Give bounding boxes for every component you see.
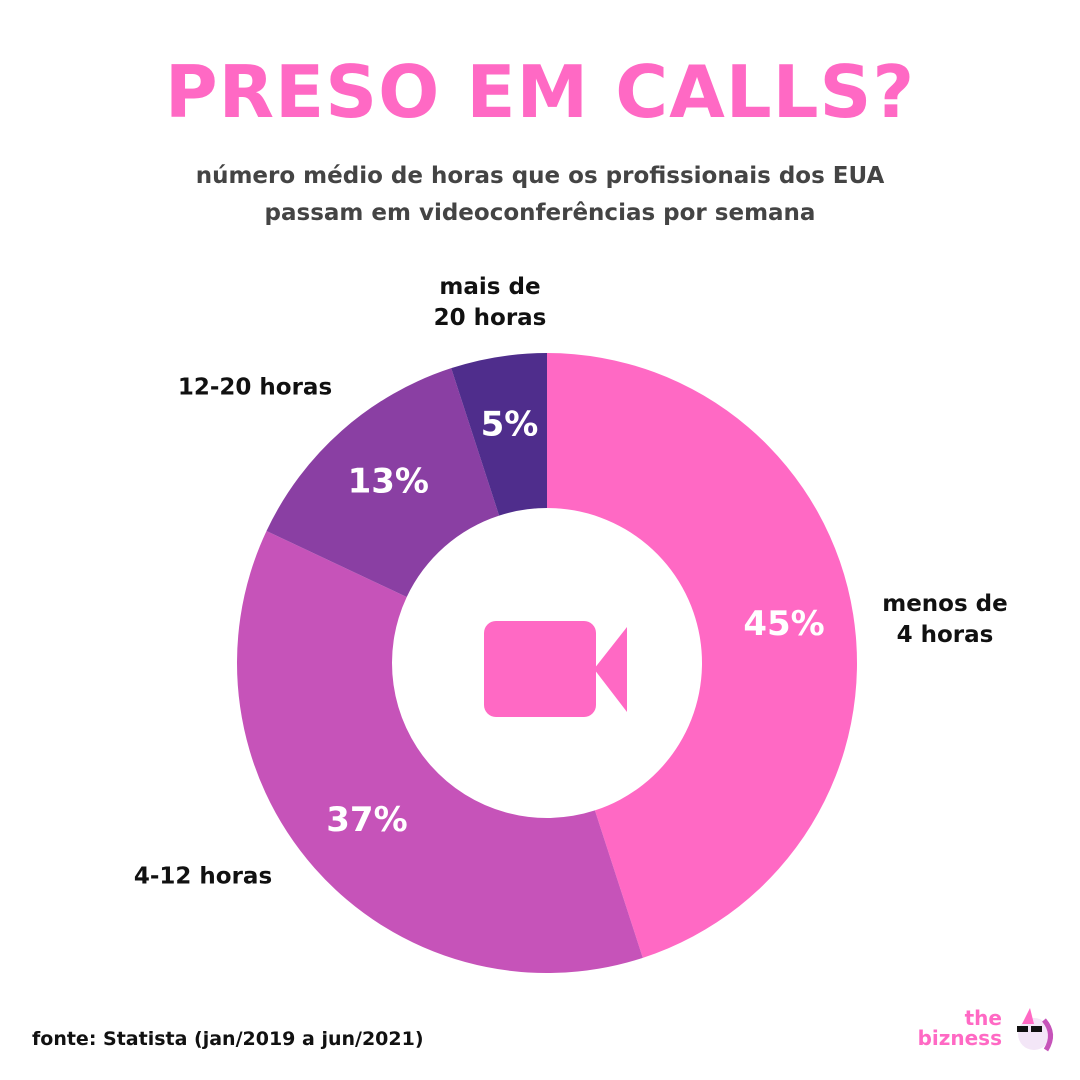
category-label: mais de 20 horas [433, 274, 547, 331]
logo-text: the [964, 1006, 1002, 1030]
logo-text: bizness [917, 1026, 1002, 1050]
value-label: 5% [481, 404, 539, 444]
donut-slice [547, 353, 857, 958]
value-label: 37% [326, 800, 407, 840]
category-label: menos de 4 horas [882, 591, 1008, 648]
category-label: 4-12 horas [133, 863, 273, 890]
donut-slice [451, 353, 547, 516]
donut-slice [236, 531, 643, 973]
chart-title: PRESO EM CALLS? [164, 50, 916, 134]
value-label: 45% [743, 604, 824, 644]
camera-icon [484, 621, 627, 717]
category-label: 12-20 horas [177, 374, 333, 401]
donut-slice [266, 368, 500, 598]
source-note: fonte: Statista (jan/2019 a jun/2021) [32, 1028, 424, 1050]
logo: the bizness [918, 1008, 1002, 1048]
logo-icon [1017, 1008, 1053, 1052]
value-label: 13% [348, 461, 429, 501]
chart-subtitle: número médio de horas que os profissiona… [195, 163, 885, 226]
